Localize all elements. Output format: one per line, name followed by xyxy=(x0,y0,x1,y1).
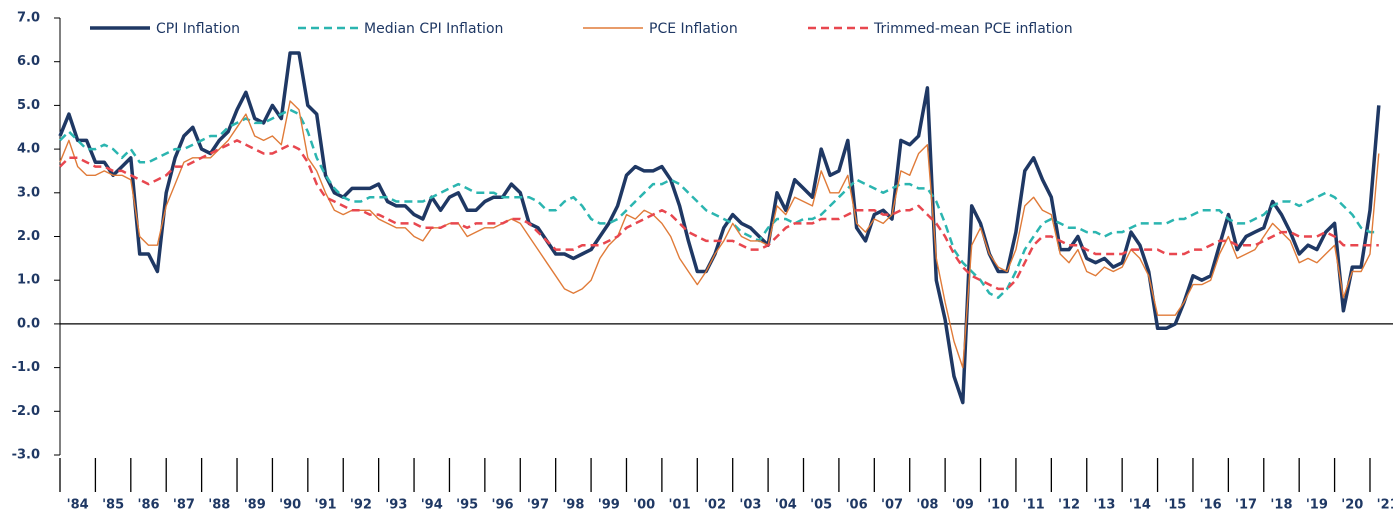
x-tick-label: '05 xyxy=(810,498,832,513)
y-tick-label: 4.0 xyxy=(17,142,40,157)
series-line xyxy=(59,100,1380,369)
legend-label: CPI Inflation xyxy=(156,21,240,37)
x-tick-label: '85 xyxy=(102,498,124,513)
x-tick-label: '87 xyxy=(173,498,195,513)
y-tick-label: 1.0 xyxy=(17,273,40,288)
x-tick-label: '06 xyxy=(846,498,868,513)
x-tick-label: '93 xyxy=(385,498,407,513)
y-tick-label: 0.0 xyxy=(17,316,40,331)
x-tick-label: '10 xyxy=(987,498,1009,513)
series-line xyxy=(59,108,1379,299)
y-tick-label: 6.0 xyxy=(17,54,40,69)
x-tick-label: '07 xyxy=(881,498,903,513)
x-tick-label: '21 xyxy=(1377,498,1393,513)
x-tick-label: '09 xyxy=(952,498,974,513)
x-tick-label: '98 xyxy=(562,498,584,513)
x-tick-label: '00 xyxy=(633,498,655,513)
y-tick-label: 5.0 xyxy=(17,98,40,113)
x-tick-label: '13 xyxy=(1093,498,1115,513)
x-tick-label: '15 xyxy=(1164,498,1186,513)
y-tick-label: 7.0 xyxy=(17,11,40,26)
x-tick-label: '88 xyxy=(208,498,230,513)
x-tick-label: '14 xyxy=(1129,498,1151,513)
x-tick-label: '90 xyxy=(279,498,301,513)
x-tick-label: '04 xyxy=(775,498,797,513)
y-tick-label: 2.0 xyxy=(17,229,40,244)
x-tick-label: '97 xyxy=(527,498,549,513)
y-tick-label: -2.0 xyxy=(12,404,40,419)
legend-label: PCE Inflation xyxy=(649,21,738,37)
x-tick-label: '17 xyxy=(1235,498,1257,513)
x-tick-label: '95 xyxy=(456,498,478,513)
x-tick-label: '02 xyxy=(704,498,726,513)
x-tick-label: '99 xyxy=(598,498,620,513)
series-line xyxy=(58,51,1381,405)
x-tick-label: '11 xyxy=(1023,498,1045,513)
x-tick-label: '91 xyxy=(314,498,336,513)
x-tick-label: '12 xyxy=(1058,498,1080,513)
x-tick-label: '20 xyxy=(1341,498,1363,513)
x-tick-label: '01 xyxy=(669,498,691,513)
x-tick-label: '96 xyxy=(492,498,514,513)
x-tick-label: '19 xyxy=(1306,498,1328,513)
x-tick-label: '84 xyxy=(67,498,89,513)
x-tick-label: '94 xyxy=(421,498,443,513)
x-tick-label: '16 xyxy=(1200,498,1222,513)
x-tick-label: '92 xyxy=(350,498,372,513)
x-tick-label: '86 xyxy=(137,498,159,513)
legend-label: Median CPI Inflation xyxy=(364,21,503,37)
x-tick-label: '89 xyxy=(244,498,266,513)
x-tick-label: '03 xyxy=(739,498,761,513)
y-tick-label: -3.0 xyxy=(12,448,40,463)
x-tick-label: '18 xyxy=(1270,498,1292,513)
legend-label: Trimmed-mean PCE inflation xyxy=(873,21,1073,37)
y-tick-label: 3.0 xyxy=(17,185,40,200)
x-tick-label: '08 xyxy=(916,498,938,513)
series-line xyxy=(59,139,1379,291)
y-tick-label: -1.0 xyxy=(12,360,40,375)
